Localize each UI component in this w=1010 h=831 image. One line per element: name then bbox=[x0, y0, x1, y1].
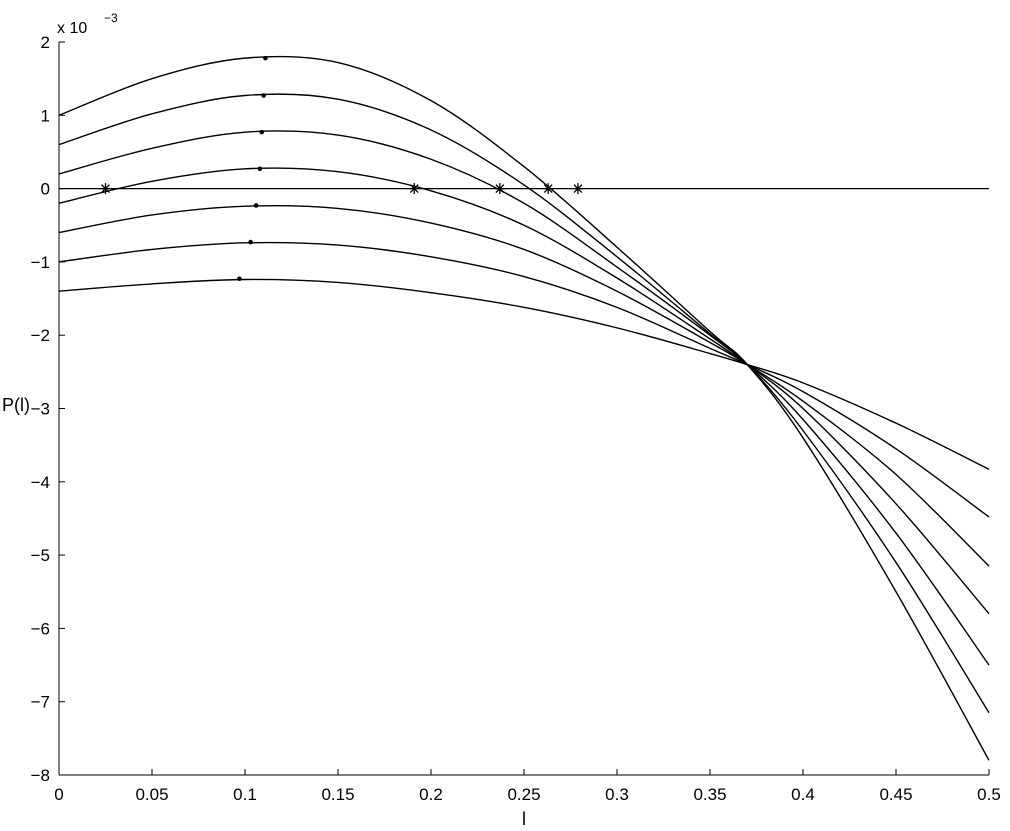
x-tick-label: 0.3 bbox=[605, 785, 629, 804]
series-line-5 bbox=[58, 204, 990, 567]
x-tick-label: 0.25 bbox=[507, 785, 540, 804]
series-line-7 bbox=[58, 278, 990, 470]
series-line-1 bbox=[58, 55, 990, 761]
y-axis-label: P(l) bbox=[2, 395, 30, 415]
axes bbox=[58, 42, 989, 776]
y-ticks: −8 −7 −6 −5 −4 −3 −2 −1 0 1 2 bbox=[31, 33, 65, 785]
root-marker bbox=[494, 183, 506, 195]
y-tick-label: 2 bbox=[41, 33, 50, 52]
maximum-point bbox=[261, 93, 266, 98]
root-marker bbox=[572, 183, 584, 195]
series-layer bbox=[58, 55, 990, 761]
x-tick-label: 0.05 bbox=[135, 785, 168, 804]
y-tick-label: −5 bbox=[31, 546, 50, 565]
maximum-point bbox=[253, 203, 259, 208]
maximum-point bbox=[257, 166, 263, 172]
y-tick-label: 0 bbox=[41, 180, 50, 199]
x-tick-label: 0.4 bbox=[791, 785, 815, 804]
y-tick-label: −6 bbox=[31, 619, 50, 638]
y-tick-label: −8 bbox=[31, 766, 50, 785]
y-tick-label: −4 bbox=[31, 473, 50, 492]
maximum-point bbox=[259, 129, 265, 135]
x-tick-label: 0.15 bbox=[321, 785, 354, 804]
series-line-3 bbox=[58, 130, 990, 666]
y-multiplier-label: x 10 bbox=[57, 20, 87, 37]
y-tick-label: −2 bbox=[31, 326, 50, 345]
y-multiplier-exponent: −3 bbox=[104, 11, 118, 25]
root-marker bbox=[100, 183, 111, 195]
y-tick-label: 1 bbox=[41, 106, 50, 125]
root-marker bbox=[542, 183, 554, 195]
x-tick-label: 0.5 bbox=[977, 785, 1001, 804]
y-tick-label: −7 bbox=[31, 693, 50, 712]
y-tick-label: −3 bbox=[31, 400, 50, 419]
maximum-point bbox=[237, 276, 242, 282]
root-marker bbox=[408, 183, 420, 195]
x-tick-label: 0.2 bbox=[419, 785, 443, 804]
x-tick-label: 0 bbox=[54, 785, 63, 804]
maximum-point bbox=[248, 239, 253, 245]
y-tick-label: −1 bbox=[31, 253, 50, 272]
x-tick-label: 0.1 bbox=[233, 785, 257, 804]
series-line-6 bbox=[58, 241, 990, 518]
marker-layer bbox=[100, 55, 584, 282]
x-axis-label: l bbox=[522, 809, 526, 829]
series-line-4 bbox=[58, 167, 990, 615]
x-ticks: 0 0.05 0.1 0.15 0.2 0.25 0.3 0.35 0.4 0.45 0.5 bbox=[54, 769, 1001, 804]
x-tick-label: 0.45 bbox=[879, 785, 912, 804]
series-line-2 bbox=[58, 93, 990, 714]
x-tick-label: 0.35 bbox=[693, 785, 726, 804]
maximum-point bbox=[263, 55, 268, 61]
